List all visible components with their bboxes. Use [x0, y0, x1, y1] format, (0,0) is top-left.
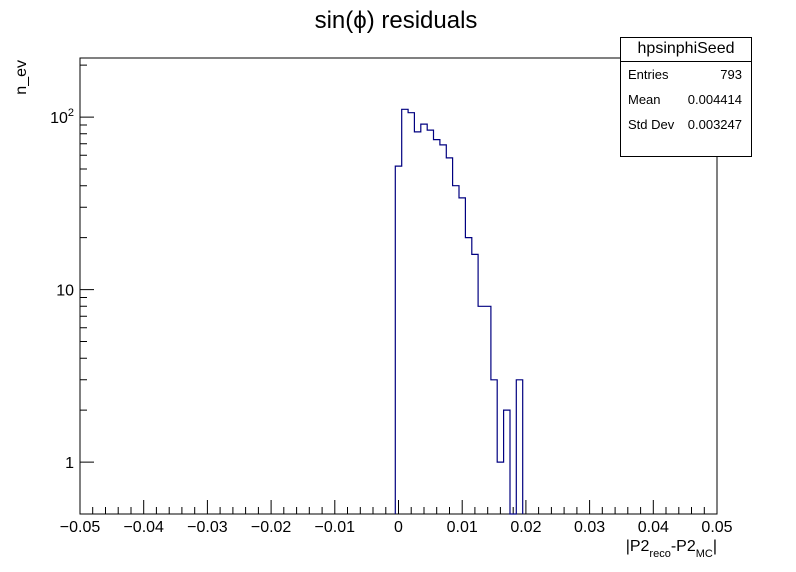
histogram-bin	[395, 166, 401, 514]
x-label-mid: -P2	[671, 538, 696, 555]
histogram-bin	[504, 410, 510, 514]
histogram-bin	[434, 140, 440, 514]
histogram-bin	[485, 306, 491, 514]
x-tick-label: −0.02	[251, 519, 292, 536]
histogram-bin	[491, 380, 497, 514]
tick-marks	[79, 64, 718, 514]
histogram-bin	[472, 254, 478, 514]
histogram-bin	[408, 113, 414, 514]
x-tick-label: −0.01	[315, 519, 356, 536]
y-tick-label: 1	[65, 455, 74, 472]
stats-value: 793	[720, 67, 742, 82]
chart-title: sin(ϕ) residuals	[315, 7, 478, 34]
x-tick-labels: −0.05 −0.04 −0.03 −0.02 −0.01 0 0.01 0.02 0.03 0.…	[60, 519, 733, 536]
x-tick-label: 0.01	[447, 519, 478, 536]
histogram-bin	[427, 130, 433, 514]
x-tick-label: 0.02	[510, 519, 541, 536]
y-tick-label: 10	[56, 283, 74, 300]
histogram-bin	[402, 109, 408, 514]
stats-label: Std Dev	[628, 117, 675, 132]
x-tick-label: 0.04	[638, 519, 669, 536]
histogram-bin	[446, 158, 452, 514]
histogram-bin	[465, 238, 471, 514]
histogram-bin	[453, 186, 459, 514]
stats-value: 0.003247	[687, 117, 742, 132]
histogram-bin	[414, 132, 420, 514]
x-axis-label: |P2reco-P2MC|	[626, 538, 717, 560]
x-label-end: |	[713, 538, 717, 555]
x-label-sub2: MC	[696, 548, 713, 560]
x-tick-label: 0.05	[701, 519, 732, 536]
stats-row-mean: Mean 0.004414	[621, 87, 751, 112]
histogram-bin	[497, 462, 503, 514]
x-label-main: |P2	[626, 538, 650, 555]
y-tick-labels: 1 10 102	[50, 107, 74, 472]
axis-ticks	[79, 64, 718, 514]
histogram-bin	[516, 380, 522, 514]
x-tick-label: −0.05	[60, 519, 101, 536]
stats-value: 0.004414	[687, 92, 742, 107]
y-axis-label: n_ev	[13, 60, 30, 95]
stats-label: Mean	[628, 92, 661, 107]
stats-row-stddev: Std Dev 0.003247	[621, 112, 751, 137]
histogram-bin	[478, 306, 484, 514]
histogram-outline	[394, 108, 524, 515]
x-tick-label: 0.03	[574, 519, 605, 536]
histogram-bin	[440, 145, 446, 514]
stats-label: Entries	[628, 67, 669, 82]
x-label-sub1: reco	[649, 548, 670, 560]
x-tick-label: 0	[394, 519, 403, 536]
histogram-bin	[421, 124, 427, 514]
x-tick-label: −0.03	[187, 519, 228, 536]
histogram-bin	[459, 198, 465, 514]
stats-title: hpsinphiSeed	[621, 38, 751, 62]
y-tick-label: 102	[50, 107, 74, 127]
x-tick-label: −0.04	[123, 519, 164, 536]
stats-row-entries: Entries 793	[621, 62, 751, 87]
stats-box: hpsinphiSeed Entries 793 Mean 0.004414 S…	[620, 37, 752, 157]
